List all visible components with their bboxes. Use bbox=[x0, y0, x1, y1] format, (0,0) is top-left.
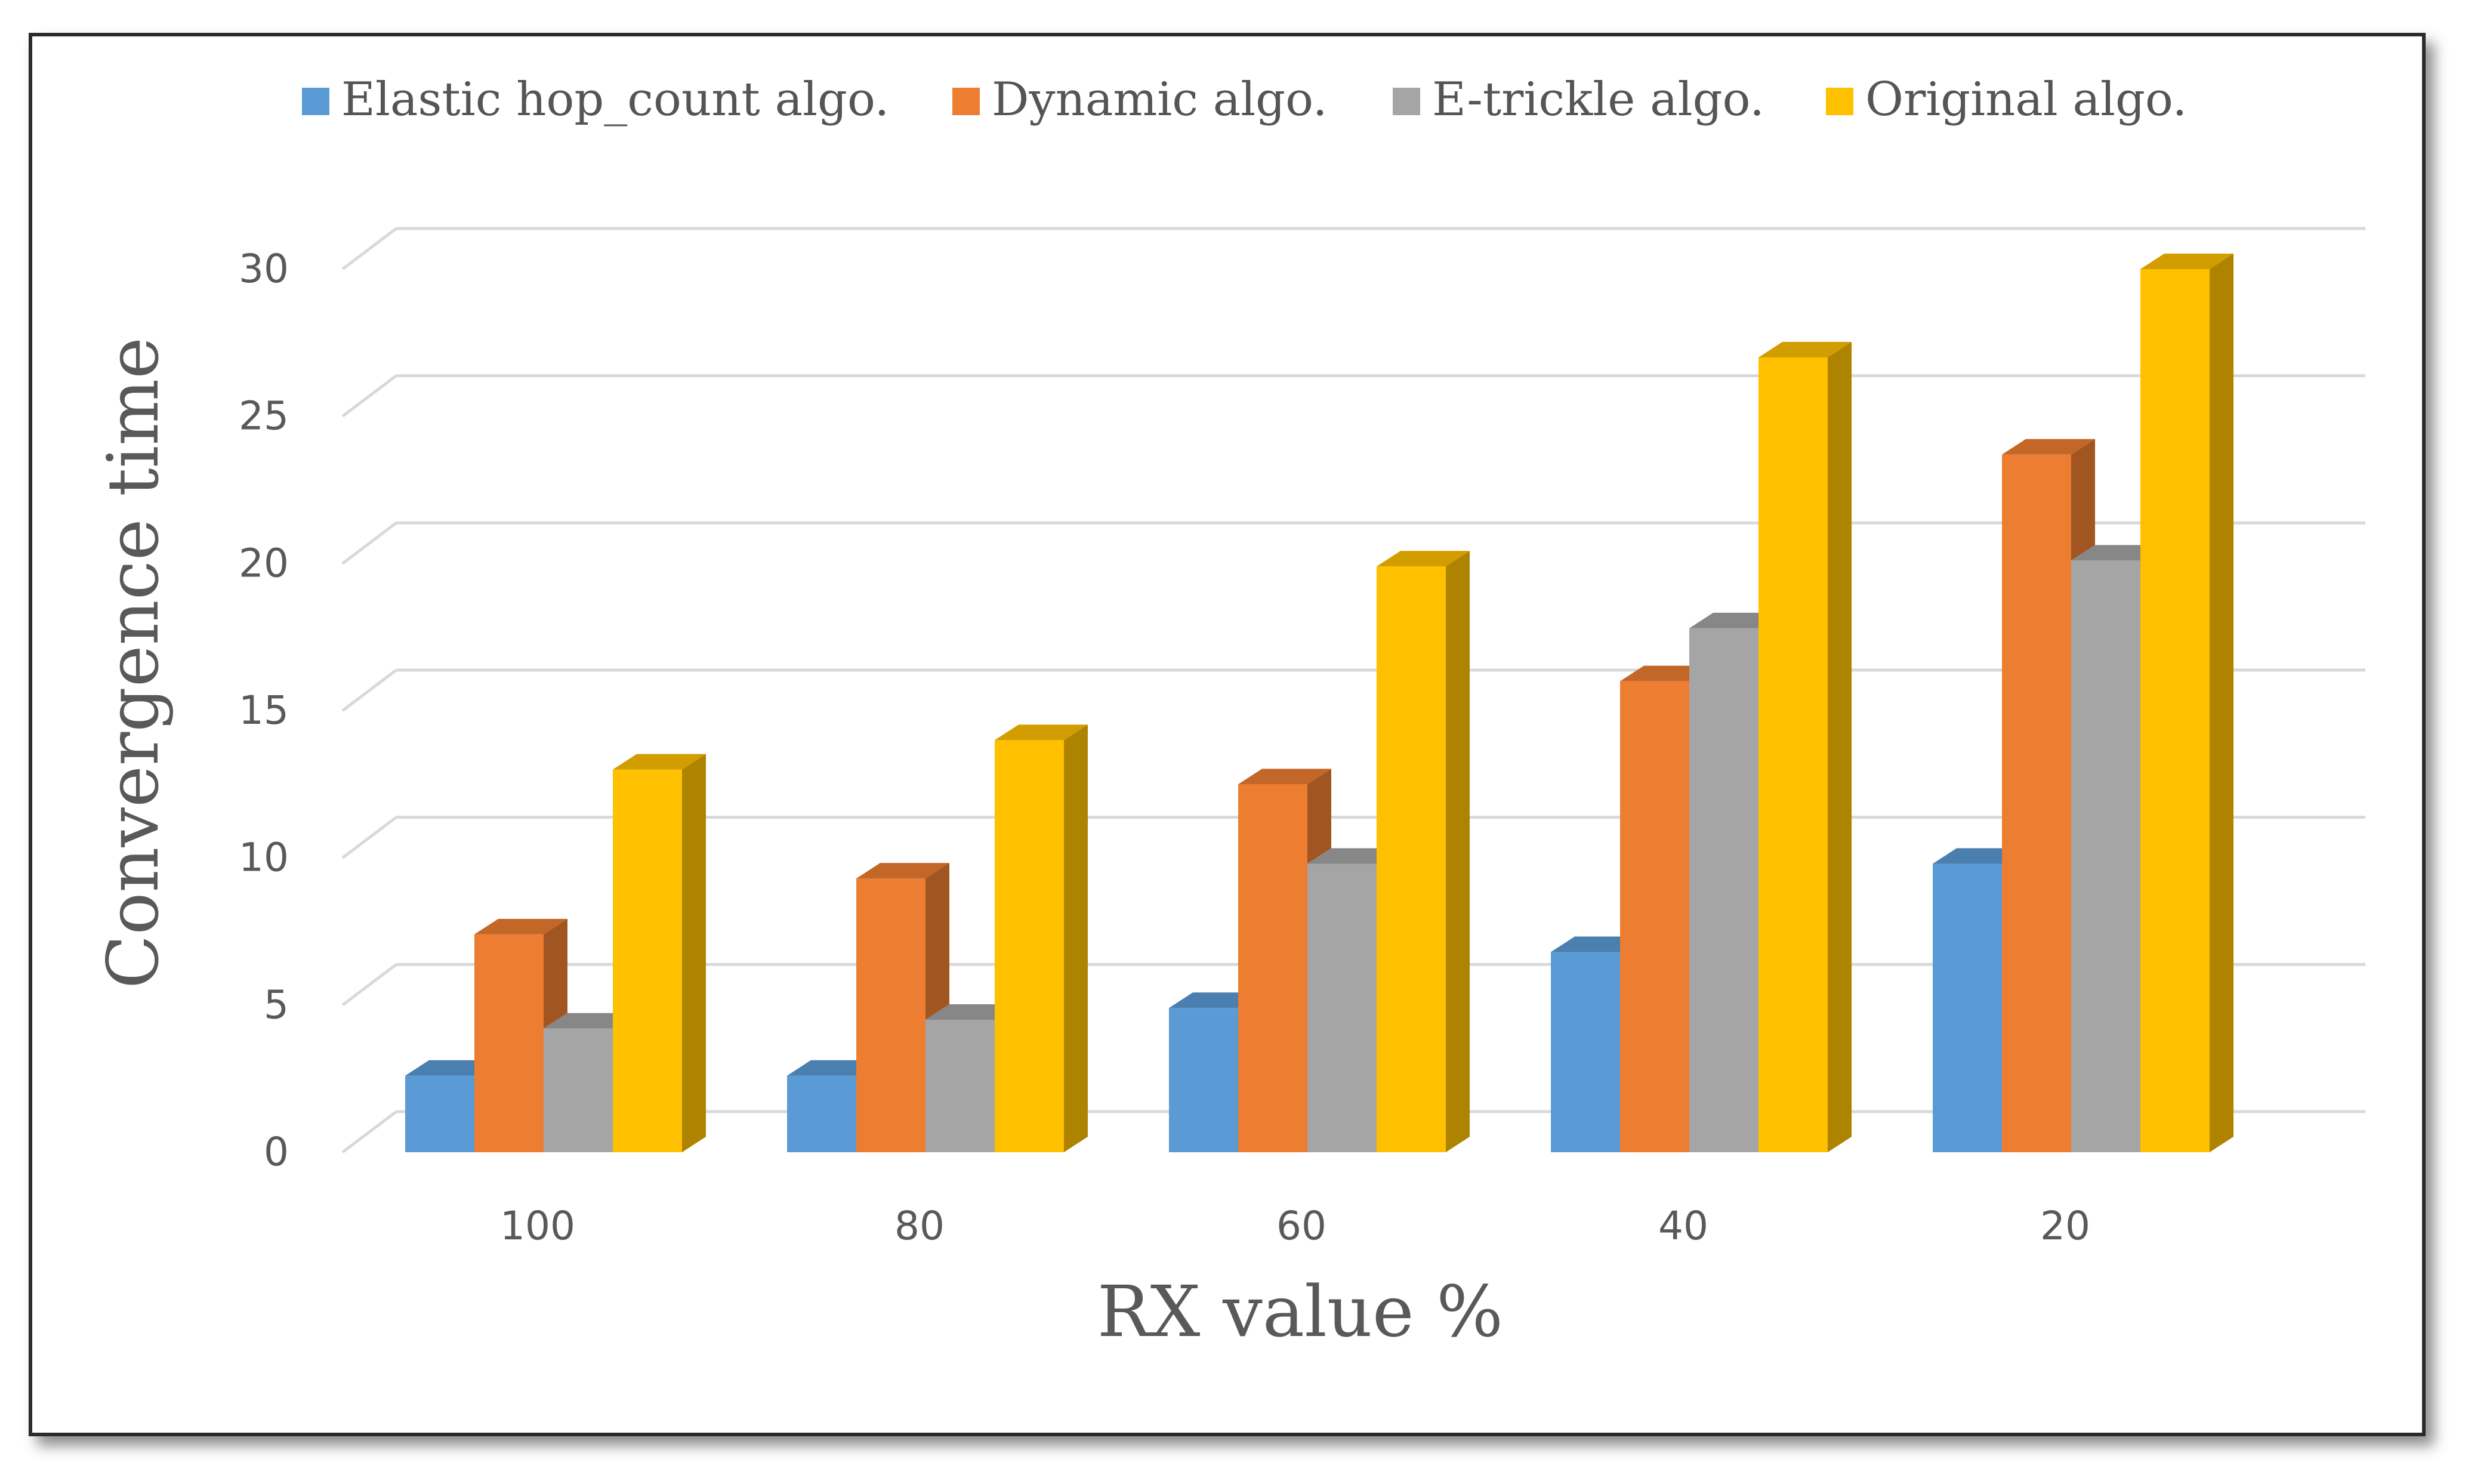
x-tick-label: 80 bbox=[894, 1203, 945, 1249]
y-tick-label: 30 bbox=[239, 246, 289, 292]
legend-label: Original algo. bbox=[1865, 73, 2187, 127]
bar-front bbox=[474, 934, 544, 1152]
x-tick-label: 100 bbox=[500, 1203, 575, 1249]
legend-label: Elastic hop_count algo. bbox=[341, 73, 889, 127]
bar-side bbox=[682, 754, 706, 1152]
bar-top bbox=[1758, 342, 1852, 357]
bar-front bbox=[1689, 628, 1758, 1152]
bar-side bbox=[1828, 342, 1852, 1152]
bar bbox=[1551, 936, 1644, 1152]
x-tick-label: 40 bbox=[1658, 1203, 1708, 1249]
bar-front bbox=[1551, 952, 1620, 1152]
x-tick-label: 60 bbox=[1276, 1203, 1326, 1249]
gridline-diagonal bbox=[341, 374, 397, 418]
bar bbox=[1758, 342, 1852, 1152]
bar-front bbox=[1238, 784, 1307, 1152]
x-axis-ticks: 100 80 60 40 20 bbox=[500, 1203, 2090, 1249]
bar-top bbox=[474, 918, 567, 934]
bar-side bbox=[544, 918, 567, 1029]
bar-front bbox=[613, 769, 682, 1152]
bar-top bbox=[2002, 439, 2095, 455]
legend: Elastic hop_count algo. Dynamic algo. E-tr… bbox=[302, 73, 2187, 127]
bar-top bbox=[613, 754, 706, 770]
bar-front bbox=[1933, 863, 2002, 1152]
bar bbox=[995, 724, 1088, 1152]
bar-front bbox=[544, 1028, 613, 1152]
bar-side bbox=[1064, 724, 1088, 1152]
chart-frame: Elastic hop_count algo. Dynamic algo. E-tr… bbox=[29, 33, 2426, 1436]
x-tick-label: 20 bbox=[2040, 1203, 2090, 1249]
y-axis-ticks: 0 5 10 15 20 25 30 bbox=[239, 246, 289, 1175]
y-tick-label: 25 bbox=[239, 393, 289, 439]
legend-label: E-trickle algo. bbox=[1432, 73, 1764, 127]
legend-swatch bbox=[302, 88, 329, 115]
bar-top bbox=[856, 863, 949, 879]
y-tick-label: 15 bbox=[239, 687, 289, 733]
bars bbox=[405, 254, 2233, 1152]
bar bbox=[787, 1060, 880, 1152]
bar-front bbox=[1377, 566, 1446, 1152]
bar-top bbox=[2140, 254, 2233, 269]
bar-side bbox=[1446, 551, 1470, 1152]
bar bbox=[2002, 439, 2095, 1152]
bar bbox=[405, 1060, 498, 1152]
bar-front bbox=[405, 1075, 474, 1152]
y-tick-label: 20 bbox=[239, 540, 289, 586]
gridline-diagonal bbox=[341, 1110, 397, 1153]
bar bbox=[1169, 992, 1262, 1152]
legend-item: Elastic hop_count algo. bbox=[302, 73, 889, 127]
gridline-diagonal bbox=[341, 963, 397, 1007]
legend-label: Dynamic algo. bbox=[992, 73, 1328, 127]
bar bbox=[1933, 848, 2026, 1152]
y-tick-label: 5 bbox=[264, 982, 289, 1028]
legend-item: Original algo. bbox=[1826, 73, 2187, 127]
bar-side bbox=[925, 863, 949, 1020]
y-tick-label: 10 bbox=[239, 835, 289, 881]
legend-swatch bbox=[952, 88, 980, 115]
gridline-diagonal bbox=[341, 522, 397, 565]
legend-swatch bbox=[1393, 88, 1420, 115]
bar-front bbox=[787, 1075, 856, 1152]
bar-front bbox=[2140, 269, 2210, 1152]
bar bbox=[613, 754, 706, 1152]
gridline-diagonal bbox=[341, 816, 397, 859]
bar-front bbox=[1620, 681, 1689, 1152]
gridline-diagonal bbox=[341, 669, 397, 712]
bar-side bbox=[2210, 254, 2233, 1152]
bar-front bbox=[1758, 357, 1828, 1152]
bar bbox=[1238, 769, 1331, 1152]
bar-side bbox=[1307, 769, 1331, 864]
bar-top bbox=[995, 724, 1088, 741]
bar-front bbox=[925, 1020, 995, 1152]
legend-item: Dynamic algo. bbox=[952, 73, 1328, 127]
bar bbox=[2140, 254, 2233, 1152]
bar-front bbox=[995, 740, 1064, 1152]
x-axis-title: RX value % bbox=[1097, 1270, 1504, 1353]
bar bbox=[856, 863, 949, 1152]
bar bbox=[1377, 551, 1470, 1152]
legend-item: E-trickle algo. bbox=[1393, 73, 1764, 127]
bar-front bbox=[856, 878, 925, 1152]
bar-top bbox=[1377, 551, 1470, 567]
bar-front bbox=[2071, 560, 2140, 1152]
bar bbox=[474, 918, 567, 1152]
gridline-diagonal bbox=[341, 227, 397, 270]
legend-swatch bbox=[1826, 88, 1853, 115]
y-axis-title: Convergence time bbox=[92, 337, 174, 989]
bar-front bbox=[1307, 863, 1377, 1152]
bar-side bbox=[2071, 439, 2095, 561]
y-tick-label: 0 bbox=[264, 1129, 289, 1175]
bar-front bbox=[1169, 1008, 1238, 1152]
bar bbox=[2071, 545, 2164, 1152]
bar-front bbox=[2002, 454, 2071, 1152]
bar-top bbox=[1238, 769, 1331, 785]
bar bbox=[1689, 612, 1782, 1152]
bar-chart: Elastic hop_count algo. Dynamic algo. E-tr… bbox=[92, 73, 2365, 1353]
